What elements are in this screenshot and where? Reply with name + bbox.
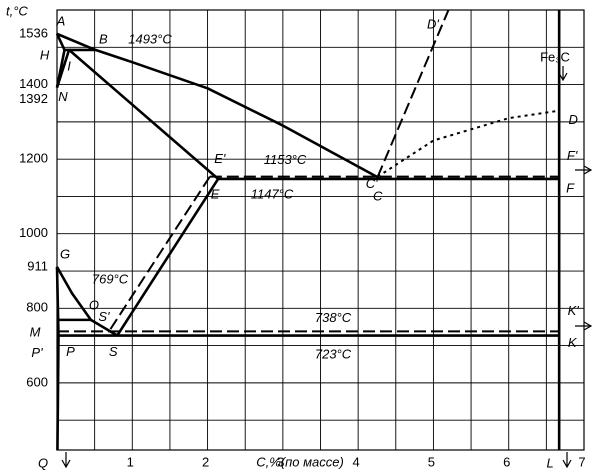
x-tick-label: 6 [503, 454, 510, 469]
point-label: A [56, 13, 66, 28]
point-label: M [30, 324, 41, 339]
phase-line [116, 178, 220, 337]
point-label: C' [366, 176, 378, 191]
x-tick-label: 7 [578, 454, 585, 469]
point-label: Q [38, 455, 48, 470]
phase-line [377, 109, 560, 178]
point-label: K' [568, 303, 580, 318]
point-label: F' [567, 148, 578, 163]
point-label: P' [31, 345, 43, 360]
y-tick-label: 1536 [19, 25, 48, 40]
point-label: E' [214, 151, 226, 166]
point-label: O [89, 297, 99, 312]
x-tick-label: 4 [353, 454, 360, 469]
point-label: E [211, 186, 220, 201]
arrow [575, 165, 593, 175]
point-label: S' [98, 309, 110, 324]
y-tick-label: 1200 [19, 151, 48, 166]
phase-line [55, 48, 219, 180]
x-tick-label: 1 [127, 454, 134, 469]
phase-line [55, 266, 118, 337]
point-label: H [40, 47, 50, 62]
temperature-label: 723°C [315, 346, 352, 361]
temperature-label: 1147°C [251, 186, 294, 201]
point-label: D' [427, 16, 439, 31]
temperature-label: 769°C [92, 271, 129, 286]
arrow [575, 321, 593, 331]
side-label: Fe₃C [540, 49, 570, 64]
x-tick-label: 2 [202, 454, 209, 469]
point-label: G [60, 246, 70, 261]
temperature-label: 1493°C [128, 31, 172, 46]
point-label: N [58, 89, 68, 104]
point-label: C [373, 188, 383, 203]
point-label: P [66, 344, 75, 359]
x-tick-label: 5 [428, 454, 435, 469]
point-label: L [547, 455, 554, 470]
point-label: B [99, 31, 108, 46]
phase-line [56, 32, 382, 181]
y-tick-label: 800 [26, 300, 48, 315]
y-tick-label: 600 [26, 374, 48, 389]
x-axis-label: C,%(по массе) [256, 454, 344, 469]
point-label: S [109, 344, 118, 359]
temperature-label: 1153°C [264, 152, 307, 167]
phase-line [108, 176, 211, 332]
y-tick-label: 1000 [19, 225, 48, 240]
point-label: D [568, 112, 577, 127]
arrow [61, 452, 71, 469]
arrow [562, 452, 572, 469]
y-tick-label: 911 [27, 258, 48, 273]
y-axis-label: t,°C [6, 3, 28, 18]
arrows [61, 66, 593, 469]
y-tick-label: 1400 [19, 76, 48, 91]
phase-line [55, 266, 60, 451]
phase-line [376, 9, 450, 178]
x-tick-label: 3 [277, 454, 284, 469]
point-label: F [566, 180, 575, 195]
point-label: I [67, 58, 71, 73]
point-label: K [568, 335, 578, 350]
y-tick-label: 1392 [19, 91, 48, 106]
temperature-label: 738°C [315, 310, 352, 325]
